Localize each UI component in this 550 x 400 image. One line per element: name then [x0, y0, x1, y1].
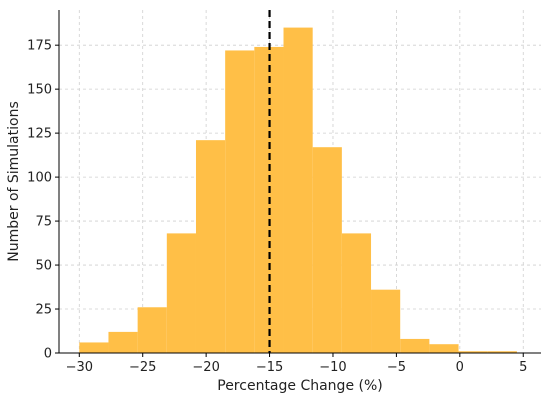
histogram-bar: [195, 140, 226, 353]
x-tick-label: −20: [192, 360, 219, 375]
histogram-bar: [487, 351, 517, 353]
y-tick-label: 150: [27, 83, 52, 98]
x-tick-label: −10: [319, 360, 346, 375]
y-axis-label: Number of Simulations: [6, 101, 22, 262]
y-tick-label: 50: [35, 259, 52, 274]
histogram-bar: [283, 27, 313, 353]
y-tick-label: 75: [35, 215, 52, 230]
histogram-bar: [108, 331, 138, 353]
histogram-bar: [400, 338, 430, 353]
axes: [58, 10, 541, 354]
histogram-bar: [429, 344, 459, 353]
x-tick-label: −25: [129, 360, 156, 375]
y-axis-ticks: 0 25 50 75 100 125 150 175: [27, 39, 59, 362]
x-tick-label: 0: [456, 360, 464, 375]
y-tick-label: 25: [35, 303, 52, 318]
x-axis-ticks: −30 −25 −20 −15 −10 −5 0 5: [66, 353, 527, 375]
histogram-bar: [312, 147, 342, 353]
histogram-bar: [166, 233, 196, 353]
histogram-bar: [458, 351, 488, 353]
x-tick-label: 5: [519, 360, 527, 375]
histogram-bar: [371, 289, 401, 353]
y-tick-label: 125: [27, 127, 52, 142]
y-tick-label: 175: [27, 39, 52, 54]
histogram-bar: [137, 307, 167, 353]
histogram-bar: [341, 233, 372, 353]
x-axis-label: Percentage Change (%): [217, 378, 382, 394]
x-tick-label: −5: [387, 360, 406, 375]
histogram-bar: [225, 50, 255, 353]
y-tick-label: 100: [27, 171, 52, 186]
histogram-bar: [79, 342, 109, 353]
y-tick-label: 0: [44, 347, 52, 362]
x-tick-label: −30: [66, 360, 93, 375]
x-tick-label: −15: [256, 360, 283, 375]
histogram-bars: [79, 27, 517, 353]
